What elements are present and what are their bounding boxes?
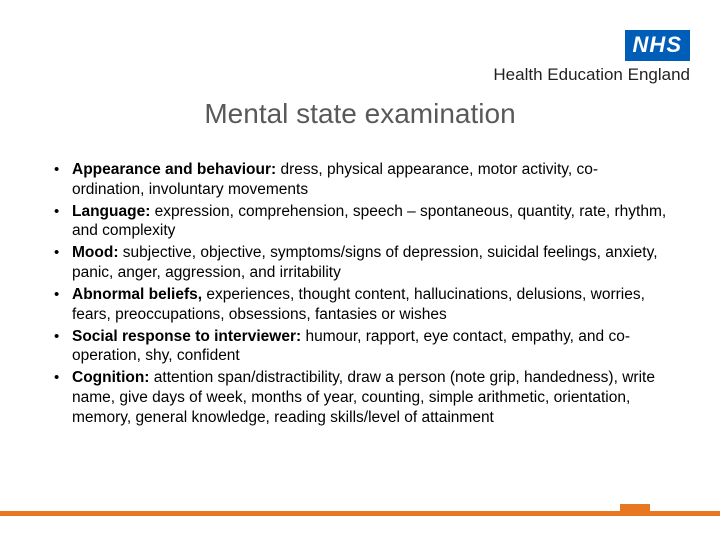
footer-notch [620, 504, 650, 516]
bullet-bold: Social response to interviewer: [72, 328, 301, 345]
slide: NHS Health Education England Mental stat… [0, 0, 720, 540]
nhs-logo: NHS [625, 30, 690, 61]
logo-subtitle: Health Education England [493, 65, 690, 85]
bullet-bold: Cognition: [72, 369, 149, 386]
bullet-bold: Appearance and behaviour: [72, 161, 276, 178]
list-item: Appearance and behaviour: dress, physica… [50, 160, 670, 200]
slide-title: Mental state examination [0, 98, 720, 130]
list-item: Mood: subjective, objective, symptoms/si… [50, 243, 670, 283]
list-item: Social response to interviewer: humour, … [50, 327, 670, 367]
bullet-text: expression, comprehension, speech – spon… [72, 203, 666, 240]
list-item: Cognition: attention span/distractibilit… [50, 368, 670, 427]
bullet-bold: Abnormal beliefs, [72, 286, 202, 303]
list-item: Language: expression, comprehension, spe… [50, 202, 670, 242]
bullet-text: subjective, objective, symptoms/signs of… [72, 244, 658, 281]
footer-bar [0, 511, 720, 516]
logo-area: NHS Health Education England [493, 30, 690, 85]
footer [0, 508, 720, 516]
bullet-bold: Mood: [72, 244, 118, 261]
list-item: Abnormal beliefs, experiences, thought c… [50, 285, 670, 325]
bullet-text: attention span/distractibility, draw a p… [72, 369, 655, 426]
content-area: Appearance and behaviour: dress, physica… [50, 160, 670, 430]
bullet-list: Appearance and behaviour: dress, physica… [50, 160, 670, 428]
bullet-bold: Language: [72, 203, 150, 220]
